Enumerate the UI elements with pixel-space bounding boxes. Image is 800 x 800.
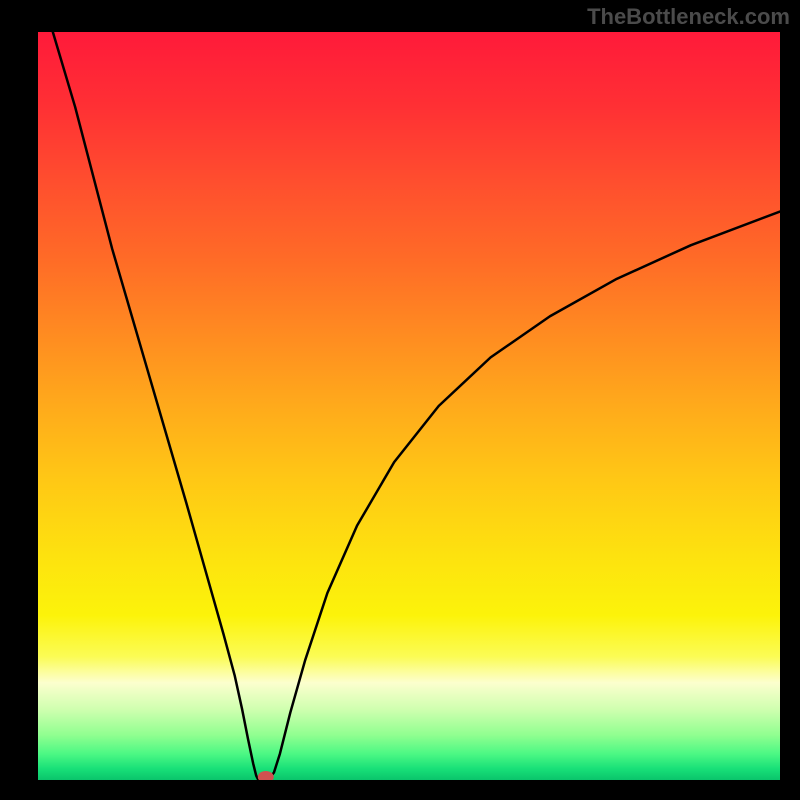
plot-area (38, 32, 780, 780)
chart-container: TheBottleneck.com (0, 0, 800, 800)
curve-layer (38, 32, 780, 780)
watermark-text: TheBottleneck.com (587, 4, 790, 30)
minimum-marker (258, 771, 274, 780)
bottleneck-curve (53, 32, 780, 780)
